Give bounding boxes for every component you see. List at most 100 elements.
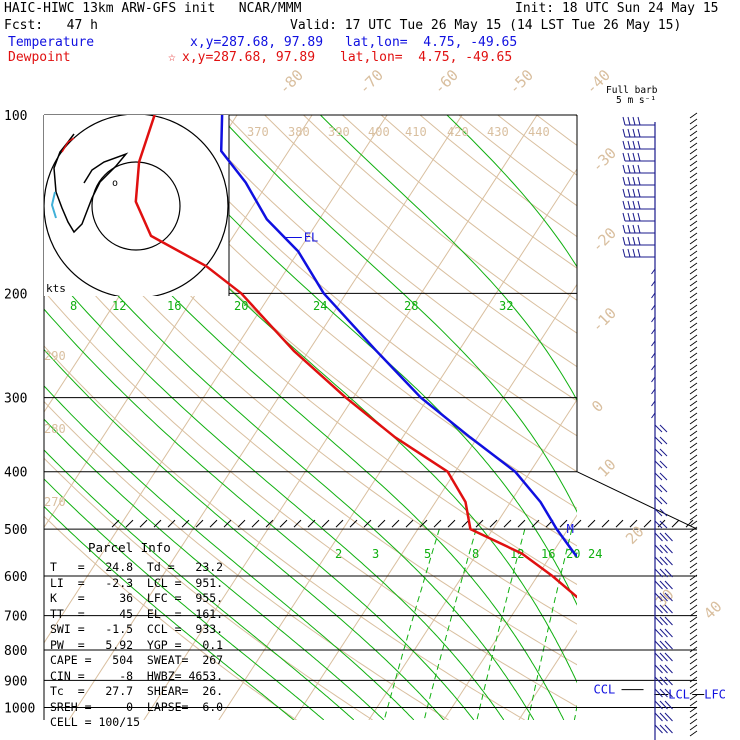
edge-hatch bbox=[689, 706, 698, 713]
dry-adiabat-line bbox=[575, 115, 577, 117]
sounding-traces bbox=[134, 115, 577, 599]
mixing-ratio-label: 24 bbox=[313, 299, 327, 313]
edge-hatch bbox=[689, 574, 698, 581]
wind-barb-flag bbox=[632, 248, 636, 258]
wind-barb-flag bbox=[664, 724, 673, 734]
dry-adiabat-line bbox=[458, 115, 577, 207]
theta-label: 290 bbox=[44, 349, 66, 363]
dry-adiabat-line bbox=[44, 183, 577, 625]
edge-hatch bbox=[689, 430, 698, 437]
edge-hatch bbox=[689, 712, 698, 719]
barb-legend-units: 5 m s⁻¹ bbox=[616, 95, 657, 106]
wind-barb-flag bbox=[654, 532, 663, 542]
hatch-mark bbox=[475, 519, 484, 528]
wind-barb-flag bbox=[664, 544, 673, 554]
wind-barb-flag bbox=[627, 164, 631, 174]
parcel-info-row: CELL = 100/15 bbox=[50, 715, 141, 729]
wind-barb-flag bbox=[664, 688, 673, 698]
edge-hatch bbox=[689, 136, 698, 143]
dry-adiabat-line bbox=[536, 115, 577, 147]
wind-barb-flag bbox=[654, 616, 663, 626]
wind-barb-flag bbox=[651, 352, 656, 359]
edge-hatch bbox=[689, 628, 698, 635]
edge-hatch bbox=[689, 334, 698, 341]
hatch-mark bbox=[405, 519, 414, 528]
moist-adiabat-line bbox=[44, 418, 385, 720]
wind-barb-flag bbox=[664, 604, 673, 614]
edge-hatch bbox=[689, 592, 698, 599]
edge-hatch bbox=[689, 730, 698, 737]
edge-hatch bbox=[689, 346, 698, 353]
edge-hatch bbox=[689, 718, 698, 725]
mixing-ratio-label: 28 bbox=[404, 299, 418, 313]
dry-adiabat-line bbox=[70, 115, 577, 547]
moist-adiabat-line bbox=[44, 308, 475, 720]
edge-hatch bbox=[689, 142, 698, 149]
mixing-ratio-line bbox=[423, 528, 477, 720]
wind-barb-flag bbox=[651, 316, 656, 323]
pressure-label: 1000 bbox=[4, 701, 35, 716]
wind-barb-flag bbox=[622, 224, 626, 234]
wind-barb-flag bbox=[654, 628, 663, 638]
wind-barbs bbox=[622, 112, 698, 740]
edge-hatch bbox=[689, 562, 698, 569]
hatch-mark bbox=[335, 519, 344, 528]
wind-barb-flag bbox=[659, 496, 668, 505]
hatch-mark bbox=[111, 519, 120, 528]
edge-hatch bbox=[689, 520, 698, 527]
wind-barb-flag bbox=[637, 236, 641, 246]
wind-barb-flag bbox=[632, 116, 636, 126]
edge-hatch bbox=[689, 310, 698, 317]
isotherm-label: 10 bbox=[594, 455, 620, 481]
wind-barb-flag bbox=[654, 604, 663, 614]
dewpoint-latlon: lat,lon= 4.75, -49.65 bbox=[340, 50, 513, 65]
hatch-mark bbox=[671, 519, 680, 528]
isotherm-line bbox=[44, 115, 388, 644]
wind-barb-flag bbox=[632, 224, 636, 234]
hatch-mark bbox=[685, 519, 694, 528]
edge-hatch bbox=[689, 604, 698, 611]
mixing-ratio-line bbox=[476, 528, 526, 720]
wind-barb-flag bbox=[664, 592, 673, 602]
theta-label: 280 bbox=[44, 422, 66, 436]
dry-adiabat-line bbox=[44, 457, 373, 720]
wind-barb-flag bbox=[632, 200, 636, 210]
edge-hatch bbox=[689, 352, 698, 359]
pressure-label: 200 bbox=[4, 287, 27, 302]
wind-barb-flag bbox=[654, 664, 663, 674]
hatch-mark bbox=[503, 519, 512, 528]
hatch-mark bbox=[419, 519, 428, 528]
hatch-mark bbox=[377, 519, 386, 528]
parcel-info-row: LI = -2.3 LCL = 951. bbox=[50, 575, 224, 590]
edge-hatch bbox=[689, 694, 698, 701]
dry-adiabat-line bbox=[186, 115, 577, 437]
edge-hatch bbox=[689, 226, 698, 233]
wind-barb-flag bbox=[632, 164, 636, 174]
isotherm-label: -60 bbox=[430, 66, 462, 98]
edge-hatch bbox=[689, 118, 698, 125]
hatch-mark bbox=[223, 519, 232, 528]
wind-barb-flag bbox=[659, 544, 668, 554]
hatch-mark bbox=[615, 519, 624, 528]
wind-barb-flag bbox=[659, 460, 668, 469]
theta-label: 440 bbox=[528, 125, 550, 139]
lfc-label: LFC bbox=[704, 688, 726, 702]
wind-barb-flag bbox=[654, 712, 663, 722]
hatch-mark bbox=[195, 519, 204, 528]
isotherm-line bbox=[594, 115, 740, 720]
edge-hatch bbox=[689, 370, 698, 377]
wind-barb-flag bbox=[637, 176, 641, 186]
dry-adiabat-line bbox=[342, 115, 577, 301]
isotherm-label: -10 bbox=[588, 304, 620, 336]
wind-barb-flag bbox=[651, 328, 656, 335]
hatch-mark bbox=[279, 519, 288, 528]
isotherm-label: -80 bbox=[275, 66, 307, 98]
wind-barb-flag bbox=[654, 472, 663, 481]
edge-hatch bbox=[689, 166, 698, 173]
dry-adiabat-line bbox=[44, 130, 577, 586]
wind-barb-flag bbox=[627, 128, 631, 138]
lcl-label: LCL bbox=[668, 688, 690, 702]
mixing-ratio-label: 32 bbox=[499, 299, 513, 313]
wind-barb-flag bbox=[654, 496, 663, 505]
isotherm-line bbox=[443, 514, 577, 720]
